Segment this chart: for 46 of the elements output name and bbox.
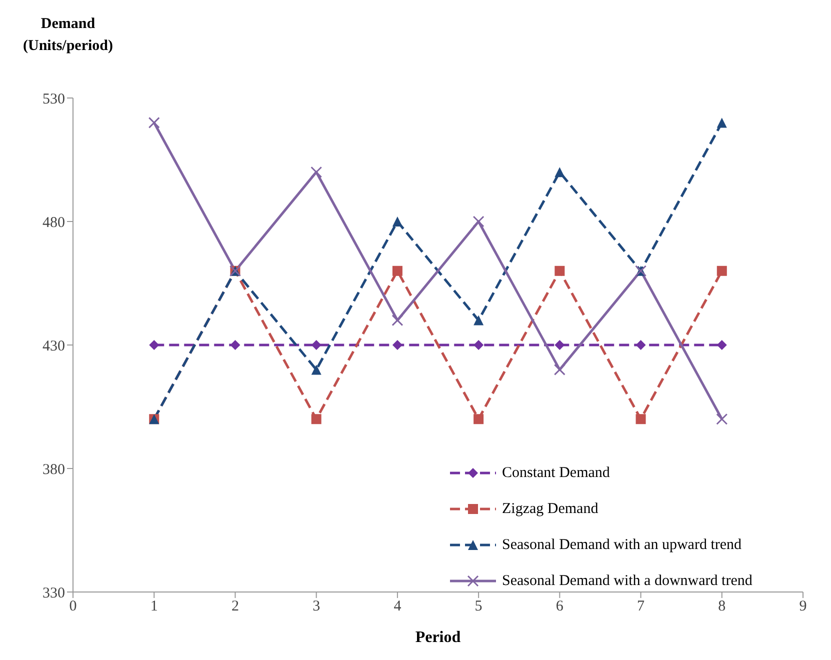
x-tick-label: 4: [394, 598, 402, 615]
legend-label: Zigzag Demand: [502, 500, 598, 518]
y-tick-label: 330: [42, 585, 65, 602]
x-tick-label: 5: [474, 598, 482, 615]
y-axis-title: Demand (Units/period): [23, 16, 114, 54]
x-tick-label: 2: [231, 598, 239, 615]
x-tick-label: 8: [718, 598, 726, 615]
y-tick-label: 530: [42, 91, 65, 108]
x-tick-label: 1: [150, 598, 158, 615]
point: [554, 266, 565, 276]
point: [716, 340, 727, 350]
x-tick-label: 6: [556, 598, 564, 615]
x-tick-label: 9: [799, 598, 807, 615]
point: [474, 414, 484, 424]
point: [311, 364, 322, 375]
point: [392, 340, 402, 350]
point: [149, 340, 160, 350]
point: [392, 314, 404, 326]
point: [474, 315, 484, 326]
point: [554, 167, 565, 178]
point: [554, 340, 565, 350]
point: [311, 340, 322, 350]
point: [554, 364, 566, 376]
x-tick-label: 7: [637, 598, 646, 615]
point: [636, 340, 646, 350]
legend-label: Seasonal Demand with a downward trend: [502, 572, 752, 590]
point: [392, 216, 402, 226]
point: [716, 266, 727, 276]
x-tick-label: 0: [69, 598, 77, 615]
point: [148, 116, 160, 128]
point: [230, 340, 240, 350]
y-tick-label: 430: [42, 338, 65, 354]
point: [472, 216, 484, 228]
point: [636, 414, 646, 424]
point: [716, 413, 728, 425]
point: [311, 414, 322, 424]
legend-label: Seasonal Demand with an upward trend: [502, 536, 742, 554]
legend-label: Constant Demand: [502, 464, 610, 482]
y-tick-label: 380: [42, 462, 65, 478]
x-tick-label: 3: [312, 598, 320, 615]
point: [310, 166, 322, 178]
point: [392, 266, 402, 276]
point: [716, 118, 727, 128]
y-tick-label: 480: [42, 214, 65, 231]
x-axis-title: Period: [415, 629, 461, 646]
point: [474, 340, 484, 350]
